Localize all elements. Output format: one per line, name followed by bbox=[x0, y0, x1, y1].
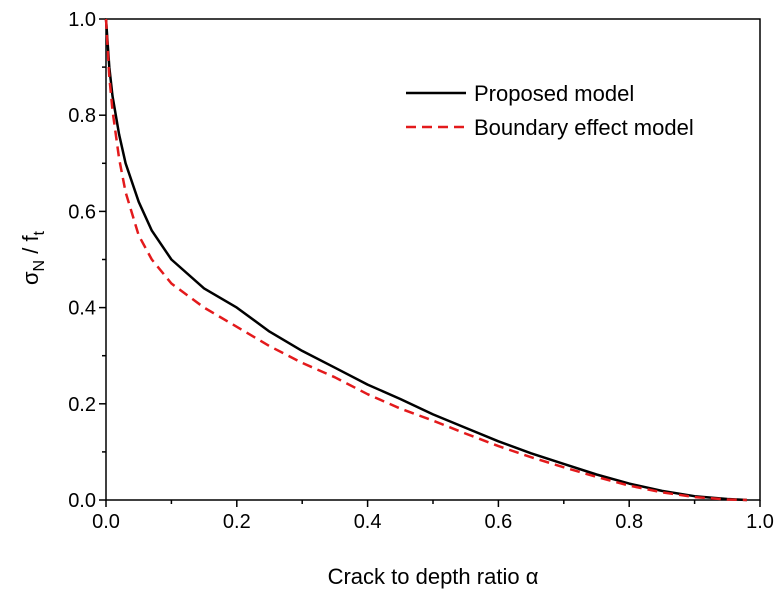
y-tick-label: 0.6 bbox=[68, 201, 96, 223]
legend-label-1: Proposed model bbox=[474, 81, 634, 106]
legend-label-2: Boundary effect model bbox=[474, 115, 694, 140]
x-axis-title-symbol: α bbox=[526, 564, 539, 589]
x-tick-label: 1.0 bbox=[746, 511, 774, 533]
axes: 0.0 0.2 0.4 0.6 0.8 1.0 0.0 0.2 0.4 0.6 0.8 1.0 bbox=[68, 9, 774, 533]
x-tick-label: 0.2 bbox=[223, 511, 251, 533]
series-line-1 bbox=[104, 18, 747, 502]
y-axis-title-ft: / f bbox=[18, 235, 43, 260]
x-tick-label: 0.8 bbox=[615, 511, 643, 533]
series-line-2 bbox=[104, 18, 747, 502]
legend: Proposed model Boundary effect model bbox=[406, 81, 694, 140]
y-tick-label: 1.0 bbox=[68, 9, 96, 31]
x-axis-title: Crack to depth ratio α bbox=[328, 564, 539, 589]
y-axis-title-sub-n: N bbox=[31, 260, 48, 272]
series-lines bbox=[104, 18, 747, 502]
y-axis-title-sigma: σ bbox=[18, 271, 43, 285]
y-tick-label: 0.4 bbox=[68, 298, 96, 320]
x-tick-label: 0.0 bbox=[92, 511, 120, 533]
y-axis-title-sub-t: t bbox=[31, 230, 48, 235]
x-axis-title-text: Crack to depth ratio bbox=[328, 564, 520, 589]
y-tick-label: 0.8 bbox=[68, 105, 96, 127]
x-tick-label: 0.6 bbox=[484, 511, 512, 533]
y-tick-label: 0.0 bbox=[68, 490, 96, 512]
x-tick-label: 0.4 bbox=[354, 511, 382, 533]
plot-frame bbox=[105, 18, 761, 501]
y-axis-title: σN / ft bbox=[18, 230, 48, 285]
y-tick-label: 0.2 bbox=[68, 394, 96, 416]
